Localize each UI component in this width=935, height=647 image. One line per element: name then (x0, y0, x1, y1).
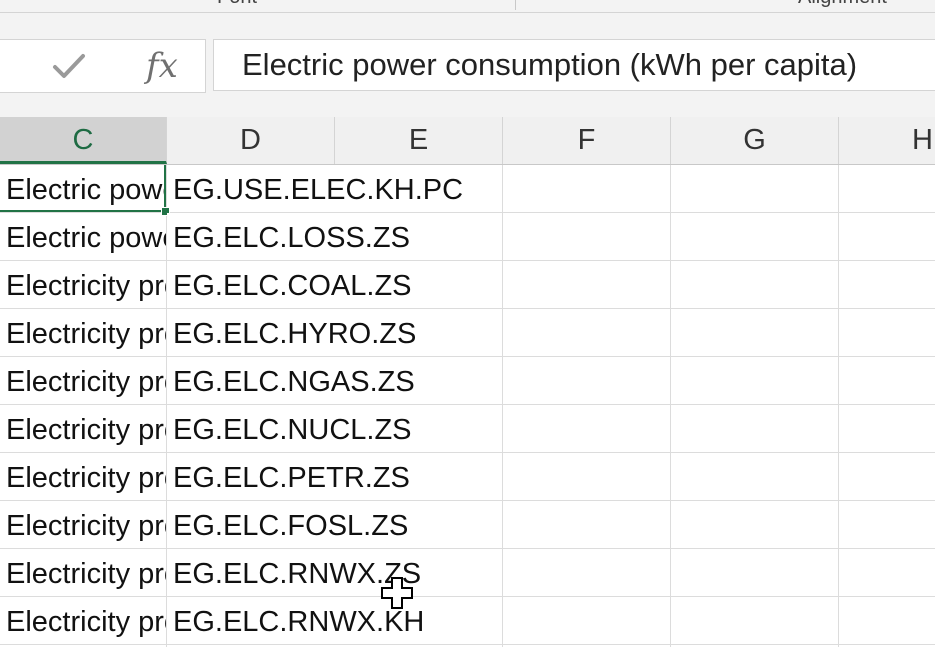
cell-c[interactable]: Electric power transmission and distribu… (6, 222, 166, 254)
fill-handle[interactable] (161, 207, 170, 216)
cell-d[interactable]: EG.ELC.RNWX.ZS (167, 549, 422, 596)
cell-c[interactable]: Electricity production from oil, gas and… (6, 510, 166, 542)
cell-d[interactable]: EG.ELC.NGAS.ZS (167, 357, 415, 404)
cell-c[interactable]: Electricity production from renewable so… (6, 558, 166, 590)
table-row: Electricity production from oil, gas and… (0, 501, 935, 549)
cell-d[interactable]: EG.ELC.FOSL.ZS (167, 501, 409, 548)
cell-d[interactable]: EG.ELC.HYRO.ZS (167, 309, 417, 356)
table-row: Electricity production from renewable so… (0, 549, 935, 597)
table-row: Electricity production from nuclear sour… (0, 405, 935, 453)
column-headers: C D E F G H (0, 117, 935, 165)
cell-c[interactable]: Electricity production from oil sources … (6, 462, 166, 494)
cell-d[interactable]: EG.ELC.COAL.ZS (167, 261, 412, 308)
column-header-f[interactable]: F (503, 117, 671, 164)
cell-c[interactable]: Electricity production from renewable so… (6, 606, 166, 638)
ribbon-separator (515, 0, 516, 10)
ribbon-group-labels: Font Alignment (0, 0, 935, 13)
gridline (166, 165, 167, 647)
cell-d[interactable]: EG.USE.ELEC.KH.PC (167, 165, 464, 212)
gridline (670, 165, 671, 647)
table-row: Electricity production from natural gas … (0, 357, 935, 405)
table-row: Electric power consumption (kWh per capi… (0, 165, 935, 216)
cell-c[interactable]: Electricity production from natural gas … (6, 366, 166, 398)
formula-input[interactable]: Electric power consumption (kWh per capi… (213, 39, 935, 91)
insert-function-icon[interactable]: fx (146, 46, 178, 86)
table-row: Electricity production from hydroelectri… (0, 309, 935, 357)
cell-c[interactable]: Electricity production from hydroelectri… (6, 318, 166, 350)
ribbon-group-alignment: Alignment (798, 0, 887, 9)
cell-d[interactable]: EG.ELC.RNWX.KH (167, 597, 425, 644)
column-header-h[interactable]: H (839, 117, 935, 164)
table-row: Electricity production from coal sources… (0, 261, 935, 309)
cell-d[interactable]: EG.ELC.PETR.ZS (167, 453, 410, 500)
table-row: Electric power transmission and distribu… (0, 213, 935, 261)
formula-buttons: fx (0, 39, 206, 93)
ribbon-group-font: Font (217, 0, 257, 9)
table-row: Electricity production from oil sources … (0, 453, 935, 501)
formula-bar: fx Electric power consumption (kWh per c… (0, 13, 935, 117)
cell-select-cross-icon (381, 577, 413, 609)
cell-grid[interactable]: Electric power consumption (kWh per capi… (0, 165, 935, 647)
gridline (502, 165, 503, 647)
cell-d[interactable]: EG.ELC.NUCL.ZS (167, 405, 412, 452)
column-header-e[interactable]: E (335, 117, 503, 164)
gridline (838, 165, 839, 647)
column-header-g[interactable]: G (671, 117, 839, 164)
column-header-d[interactable]: D (167, 117, 335, 164)
column-header-c[interactable]: C (0, 117, 167, 164)
cell-d[interactable]: EG.ELC.LOSS.ZS (167, 213, 410, 260)
cell-c[interactable]: Electricity production from nuclear sour… (6, 414, 166, 446)
cell-c[interactable]: Electric power consumption (kWh per capi… (6, 174, 166, 206)
cell-c[interactable]: Electricity production from coal sources… (6, 270, 166, 302)
table-row: Electricity production from renewable so… (0, 597, 935, 645)
check-icon[interactable] (52, 52, 86, 80)
